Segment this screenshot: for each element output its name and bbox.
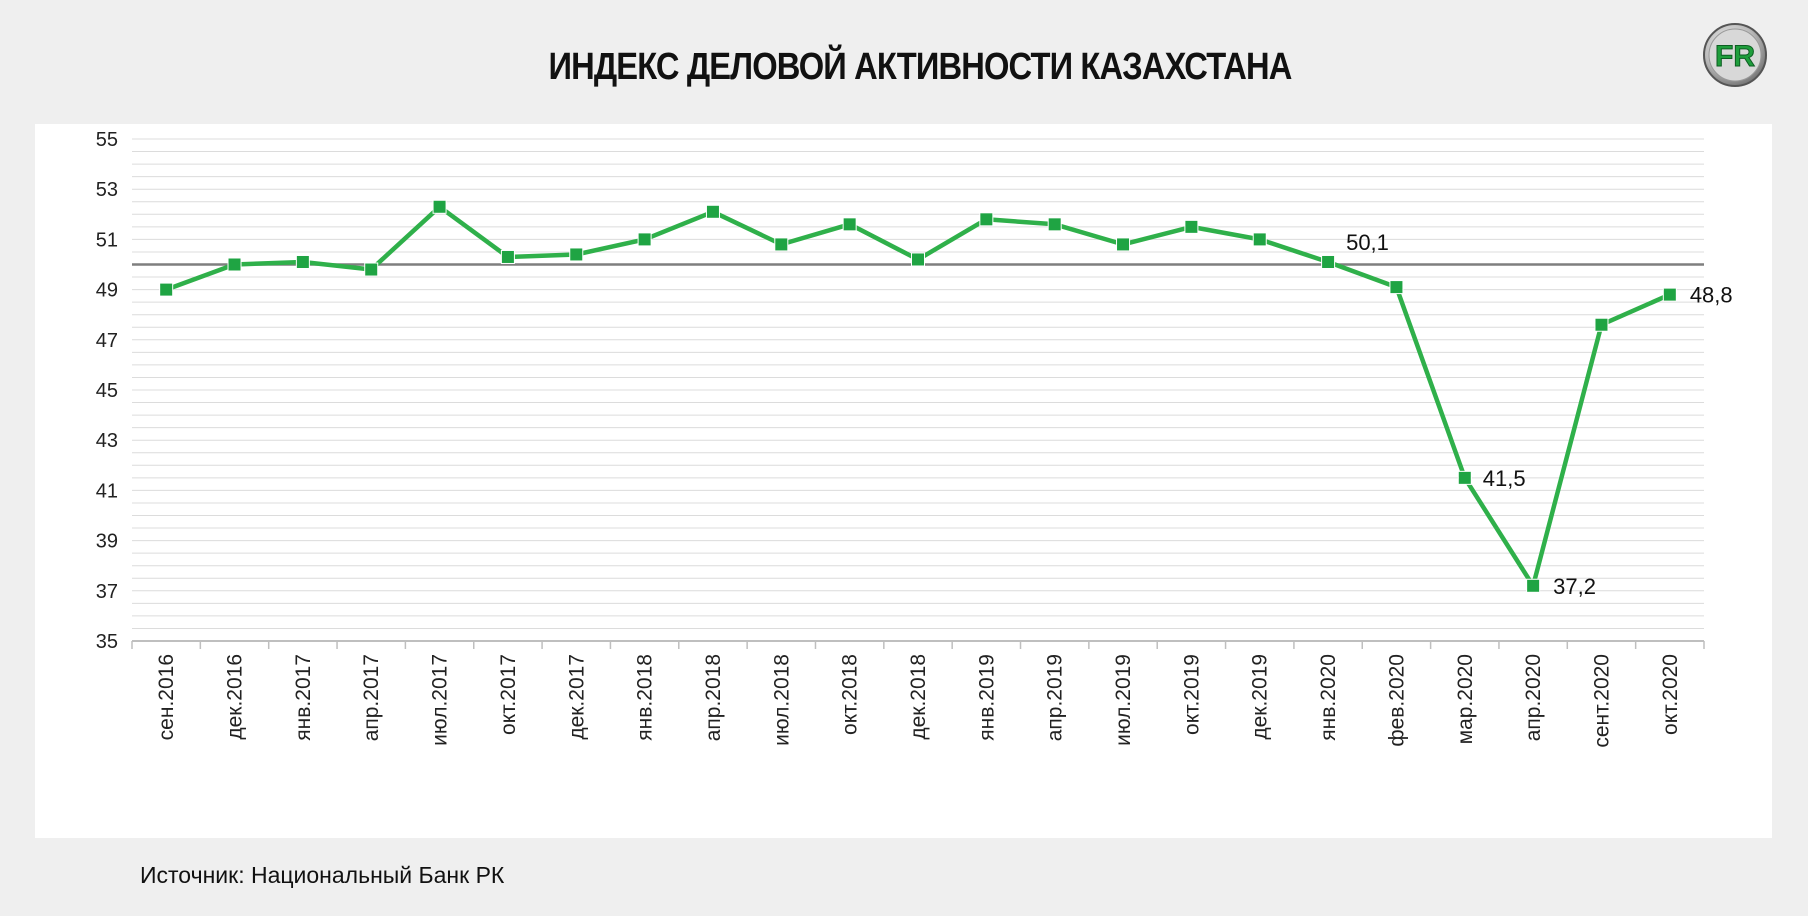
data-point — [1662, 287, 1677, 302]
data-point — [1457, 470, 1472, 485]
x-tick-label: янв.2017 — [292, 654, 315, 741]
data-point — [1389, 280, 1404, 295]
x-tick-label: сен.2016 — [155, 654, 178, 740]
data-point — [637, 232, 652, 247]
x-tick-label: апр.2017 — [360, 654, 383, 741]
data-point — [364, 262, 379, 277]
grid-lines — [132, 138, 1704, 629]
data-point — [842, 217, 857, 232]
x-tick-label: апр.2018 — [702, 654, 725, 741]
x-tick-label: окт.2018 — [839, 654, 862, 735]
source-note: Источник: Национальный Банк РК — [140, 862, 505, 888]
data-point — [1321, 254, 1336, 269]
x-tick-label: апр.2019 — [1044, 654, 1067, 741]
y-tick-label: 43 — [96, 430, 118, 452]
data-labels: 50,1 41,5 37,2 48,8 — [1346, 230, 1733, 599]
data-point — [705, 204, 720, 219]
x-tick-label: окт.2017 — [497, 654, 520, 735]
data-point — [159, 282, 174, 297]
x-tick-label: дек.2016 — [224, 654, 247, 740]
line-chart: 35 37 39 41 43 45 47 49 51 53 55 сен.2016 дек.2016 ян… — [96, 129, 1733, 748]
x-tick-label: июл.2017 — [429, 654, 452, 746]
data-point — [911, 252, 925, 267]
x-tick-label: мар.2020 — [1454, 654, 1477, 744]
y-tick-label: 55 — [96, 129, 118, 151]
data-point — [227, 257, 242, 272]
y-tick-label: 41 — [96, 480, 118, 502]
x-tick-label: янв.2018 — [634, 654, 657, 741]
data-point — [979, 212, 994, 227]
data-point — [774, 237, 789, 252]
data-point — [1526, 578, 1541, 593]
data-point — [432, 199, 447, 214]
y-tick-label: 35 — [96, 631, 118, 653]
data-point — [500, 249, 515, 264]
chart-panel: 35 37 39 41 43 45 47 49 51 53 55 сен.2016 дек.2016 ян… — [35, 124, 1772, 838]
x-tick-label: сент.2020 — [1590, 654, 1613, 748]
data-point — [1252, 232, 1267, 247]
y-tick-label: 51 — [96, 229, 118, 251]
y-tick-label: 39 — [96, 531, 118, 553]
y-tick-label: 53 — [96, 179, 118, 201]
x-tick-label: янв.2019 — [975, 654, 998, 741]
data-point — [295, 254, 310, 269]
fr-logo-text: FR — [1715, 40, 1755, 73]
data-label: 48,8 — [1690, 283, 1733, 308]
data-label: 41,5 — [1483, 466, 1526, 491]
data-point — [1047, 217, 1062, 232]
fr-logo-icon: FR — [1703, 23, 1767, 87]
x-tick-label: дек.2019 — [1249, 654, 1272, 740]
y-tick-label: 47 — [96, 330, 118, 352]
data-point — [1594, 317, 1609, 332]
x-tick-label: фев.2020 — [1385, 654, 1408, 747]
chart-title: ИНДЕКС ДЕЛОВОЙ АКТИВНОСТИ КАЗАХСТАНА — [548, 46, 1292, 88]
x-tick-label: окт.2020 — [1659, 654, 1682, 735]
y-tick-label: 49 — [96, 280, 118, 302]
data-point — [1116, 237, 1131, 252]
y-tick-label: 45 — [96, 380, 118, 402]
data-point — [1184, 219, 1199, 234]
data-label: 37,2 — [1553, 574, 1596, 599]
x-tick-label: янв.2020 — [1317, 654, 1340, 741]
axes: 35 37 39 41 43 45 47 49 51 53 55 сен.2016 дек.2016 ян… — [96, 129, 1705, 748]
data-point — [569, 247, 584, 262]
data-markers — [159, 199, 1677, 593]
data-label: 50,1 — [1346, 230, 1389, 255]
y-tick-label: 37 — [96, 581, 118, 603]
x-tick-label: июл.2018 — [770, 654, 793, 746]
x-tick-label: дек.2018 — [907, 654, 930, 740]
x-tick-label: апр.2020 — [1522, 654, 1545, 741]
x-tick-label: окт.2019 — [1180, 654, 1203, 735]
x-tick-label: июл.2019 — [1112, 654, 1135, 746]
x-tick-label: дек.2017 — [565, 654, 588, 740]
